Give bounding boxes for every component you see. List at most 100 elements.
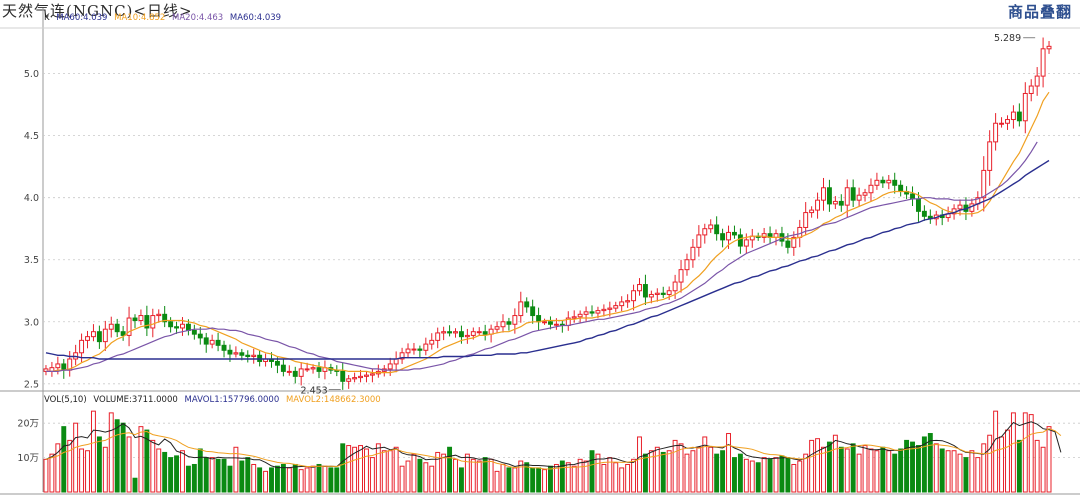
volume-bar — [737, 453, 743, 493]
candle-body — [613, 305, 619, 309]
candle-body — [500, 321, 506, 328]
volume-bar — [162, 451, 168, 493]
volume-bar — [470, 458, 476, 493]
candle-body — [215, 339, 221, 346]
volume-bar — [791, 463, 797, 493]
low-label: 2.453 — [301, 386, 328, 397]
volume-bar — [898, 448, 904, 493]
candle-body — [55, 363, 61, 369]
volume-bar — [132, 477, 138, 493]
candle-body — [856, 194, 862, 201]
volume-bar — [892, 453, 898, 493]
candle-body — [441, 331, 447, 334]
candle-body — [274, 360, 280, 366]
candle-body — [108, 323, 114, 330]
volume-bar — [577, 458, 583, 493]
volume-bar — [660, 451, 666, 493]
candle-body — [251, 354, 257, 358]
volume-bar — [274, 465, 280, 493]
volume-bar — [542, 469, 547, 493]
candle-body — [844, 187, 850, 206]
volume-bar — [245, 457, 251, 493]
candle-body — [601, 308, 607, 312]
candle-body — [648, 293, 654, 298]
volume-bar — [239, 460, 245, 493]
volume-bar — [583, 460, 589, 493]
volume-bar — [850, 443, 856, 493]
candle-body — [702, 228, 708, 236]
candle-body — [316, 367, 322, 372]
volume-bar — [779, 455, 785, 493]
volume-bar — [987, 434, 993, 493]
volume-bar — [910, 441, 915, 493]
legend-ma20: MA20:4.463 — [172, 13, 224, 23]
volume-bar — [417, 458, 423, 493]
legend-ma60-b: MA60:4.039 — [229, 13, 282, 23]
volume-bar — [257, 467, 263, 493]
volume-bar — [1005, 429, 1010, 493]
volume-bar — [150, 439, 156, 493]
candle-body — [411, 348, 417, 351]
candle-body — [180, 323, 185, 329]
volume-bar — [447, 446, 453, 493]
candle-body — [678, 269, 684, 283]
volume-bar — [571, 465, 577, 493]
candle-body — [577, 313, 583, 318]
volume-bar — [280, 463, 286, 493]
volume-bar — [156, 448, 162, 493]
volume-bar — [530, 467, 536, 493]
candle-body — [696, 234, 702, 248]
candle-body — [96, 331, 102, 343]
candle-body — [910, 193, 915, 200]
volume-bar — [292, 463, 298, 493]
candle-body — [832, 200, 838, 205]
volume-bar — [429, 465, 435, 493]
volume-bar — [773, 457, 779, 493]
candle-body — [642, 284, 648, 298]
volume-bar — [482, 457, 488, 493]
mavol1-line — [45, 421, 1062, 469]
volume-bar — [981, 443, 987, 493]
volume-bar — [1022, 412, 1028, 493]
candle-body — [1010, 111, 1016, 121]
volume-bar — [286, 467, 292, 493]
ma-legend: K MA60:4.039 MA10:4.852 MA20:4.463 MA60:… — [44, 13, 285, 23]
volume-bar — [654, 446, 660, 493]
candle-body — [921, 210, 927, 217]
volume-bar — [453, 458, 458, 493]
volume-bar — [832, 434, 838, 493]
candle-body — [482, 331, 488, 335]
ma10-line — [46, 91, 1050, 374]
candle-body — [340, 370, 346, 382]
volume-bar — [67, 439, 73, 493]
volume-bar — [844, 448, 850, 493]
candle-body — [280, 364, 286, 372]
volume-bar — [494, 470, 500, 493]
volume-bar — [743, 458, 749, 493]
candle-body — [720, 233, 726, 241]
volume-bar — [221, 458, 227, 493]
volume-bar — [269, 467, 274, 493]
volume-bar — [1046, 426, 1052, 493]
volume-bar — [500, 463, 506, 493]
volume-bar — [61, 426, 67, 493]
volume-bar — [589, 450, 595, 493]
volume-bar — [102, 446, 108, 493]
volume-bar — [435, 451, 441, 493]
volume-bar — [684, 453, 690, 493]
volume-bar — [1034, 439, 1040, 493]
candle-body — [708, 224, 714, 230]
volume-bar — [209, 457, 215, 493]
volume-bar — [1040, 446, 1046, 493]
candle-body — [553, 323, 559, 326]
candle-body — [726, 231, 731, 241]
candle-body — [150, 315, 156, 329]
candle-body — [191, 329, 197, 335]
candle-body — [850, 187, 856, 201]
candle-body — [1016, 111, 1022, 122]
volume-bar — [168, 457, 174, 493]
volume-bar — [197, 448, 203, 493]
candle-body — [464, 334, 470, 338]
candle-body — [981, 169, 987, 199]
candle-body — [993, 122, 999, 143]
